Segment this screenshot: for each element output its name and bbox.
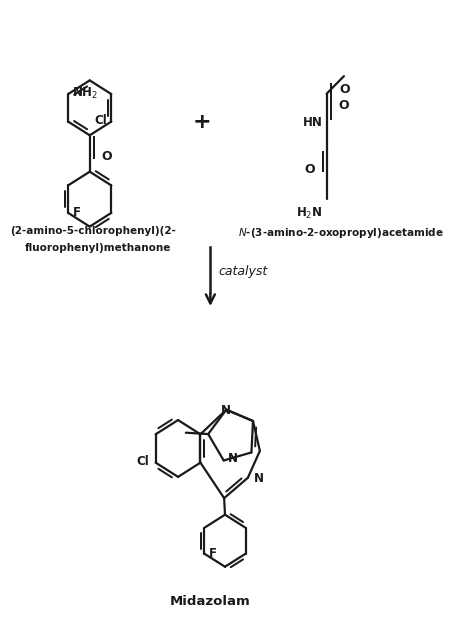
Text: F: F [73,207,81,219]
Text: Cl: Cl [94,114,107,127]
Text: H$_2$N: H$_2$N [296,206,322,221]
Text: NH$_2$: NH$_2$ [73,85,98,100]
Text: fluorophenyl)methanone: fluorophenyl)methanone [25,243,172,253]
Text: (2-amino-5-chlorophenyl)(2-: (2-amino-5-chlorophenyl)(2- [10,226,176,236]
Text: N: N [254,472,264,485]
Text: $N$-(3-amino-2-oxopropyl)acetamide: $N$-(3-amino-2-oxopropyl)acetamide [238,226,444,240]
Text: N: N [220,404,230,417]
Text: HN: HN [302,116,322,128]
Text: F: F [209,547,217,560]
Text: O: O [339,99,349,112]
Text: O: O [340,83,350,96]
Text: N: N [228,452,238,465]
Text: O: O [102,150,112,162]
Text: Midazolam: Midazolam [170,595,251,608]
Text: O: O [304,163,315,176]
Text: catalyst: catalyst [218,265,267,277]
Text: +: + [192,112,211,132]
Text: Cl: Cl [137,455,149,468]
